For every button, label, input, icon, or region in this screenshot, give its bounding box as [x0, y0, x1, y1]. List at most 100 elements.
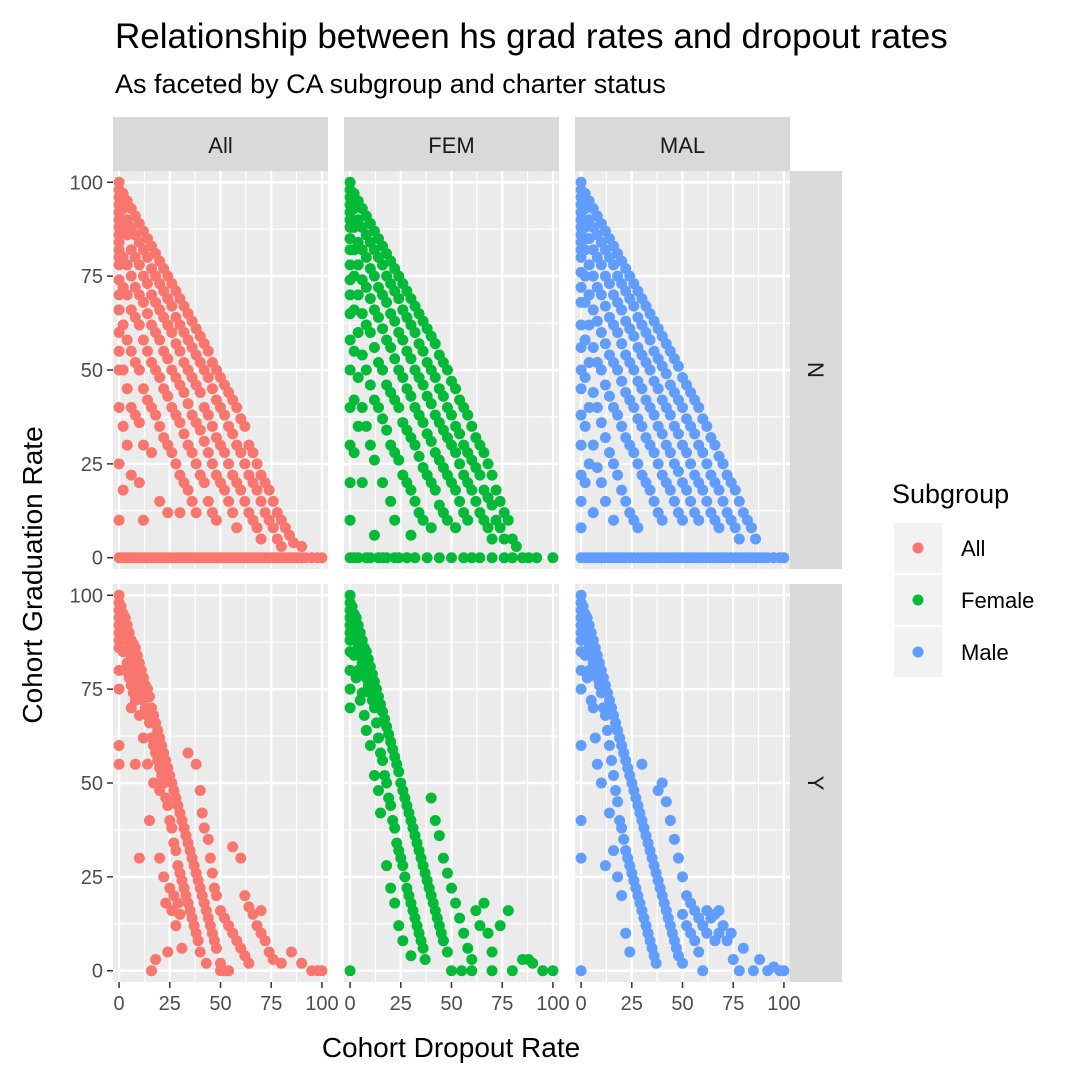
data-point: [482, 522, 494, 534]
data-point: [579, 372, 591, 384]
data-point: [579, 420, 591, 432]
chart-title: Relationship between hs grad rates and d…: [115, 17, 948, 56]
data-point: [125, 469, 137, 481]
x-tick-label: 25: [390, 993, 412, 1015]
data-point: [206, 458, 218, 470]
data-point: [409, 326, 421, 338]
data-point: [372, 732, 384, 744]
data-point: [628, 402, 640, 414]
data-point: [650, 957, 662, 969]
data-point: [166, 300, 178, 312]
data-point: [194, 946, 206, 958]
x-tick-label: 50: [671, 993, 693, 1015]
data-point: [172, 897, 184, 909]
data-point: [186, 495, 198, 507]
data-point: [603, 390, 615, 402]
data-point: [486, 965, 498, 977]
data-point: [575, 281, 587, 293]
data-point: [425, 792, 437, 804]
legend-swatch: [912, 594, 924, 606]
data-point: [182, 484, 194, 496]
data-point: [227, 428, 239, 440]
y-tick-label: 75: [81, 266, 103, 288]
data-point: [506, 552, 518, 564]
data-point: [417, 379, 429, 391]
data-point: [202, 495, 214, 507]
data-point: [454, 495, 466, 507]
data-point: [158, 871, 170, 883]
data-point: [223, 965, 235, 977]
data-point: [599, 300, 611, 312]
data-point: [186, 447, 198, 459]
data-point: [612, 796, 624, 808]
data-point: [490, 484, 502, 496]
data-point: [389, 822, 401, 834]
data-point: [693, 514, 705, 526]
data-point: [454, 458, 466, 470]
data-point: [417, 417, 429, 429]
data-point: [344, 664, 356, 676]
data-point: [433, 830, 445, 842]
data-point: [182, 398, 194, 410]
data-point: [356, 687, 368, 699]
data-point: [729, 484, 741, 496]
data-point: [575, 683, 587, 695]
data-point: [316, 552, 328, 564]
data-point: [437, 935, 449, 947]
data-point: [397, 860, 409, 872]
data-point: [405, 529, 417, 541]
data-point: [608, 845, 620, 857]
facet-strip-col-fem: [344, 117, 559, 171]
data-point: [591, 402, 603, 414]
legend-item-female: Female: [894, 575, 1034, 625]
data-point: [713, 522, 725, 534]
data-point: [575, 495, 587, 507]
data-point: [356, 477, 368, 489]
data-point: [685, 495, 697, 507]
data-point: [656, 428, 668, 440]
data-point: [575, 522, 587, 534]
data-point: [202, 833, 214, 845]
data-point: [227, 841, 239, 853]
data-point: [466, 484, 478, 496]
data-point: [352, 372, 364, 384]
data-point: [478, 897, 490, 909]
legend-label: Male: [961, 640, 1009, 665]
data-point: [231, 402, 243, 414]
data-point: [701, 458, 713, 470]
data-point: [133, 364, 145, 376]
data-point: [113, 402, 125, 414]
data-point: [267, 495, 279, 507]
x-tick-label: 50: [440, 993, 462, 1015]
data-point: [628, 300, 640, 312]
data-point: [494, 495, 506, 507]
data-point: [612, 871, 624, 883]
data-point: [133, 852, 145, 864]
data-point: [628, 330, 640, 342]
data-point: [196, 807, 208, 819]
data-point: [368, 454, 380, 466]
data-point: [733, 495, 745, 507]
facet-label-row-n: N: [803, 362, 828, 378]
data-point: [494, 920, 506, 932]
data-point: [624, 946, 636, 958]
data-point: [162, 353, 174, 365]
data-point: [595, 289, 607, 301]
data-point: [446, 409, 457, 421]
data-point: [192, 935, 204, 947]
data-point: [575, 739, 587, 751]
data-point: [502, 514, 514, 526]
data-point: [587, 439, 599, 451]
data-point: [200, 957, 212, 969]
y-axis-title: Cohort Graduation Rate: [17, 426, 48, 723]
data-point: [385, 341, 397, 353]
data-point: [664, 484, 676, 496]
data-point: [158, 777, 170, 789]
data-point: [162, 507, 174, 519]
data-point: [356, 308, 368, 320]
data-point: [166, 326, 178, 338]
data-point: [506, 965, 518, 977]
data-point: [668, 833, 680, 845]
data-point: [113, 739, 125, 751]
x-tick-label: 100: [305, 993, 338, 1015]
